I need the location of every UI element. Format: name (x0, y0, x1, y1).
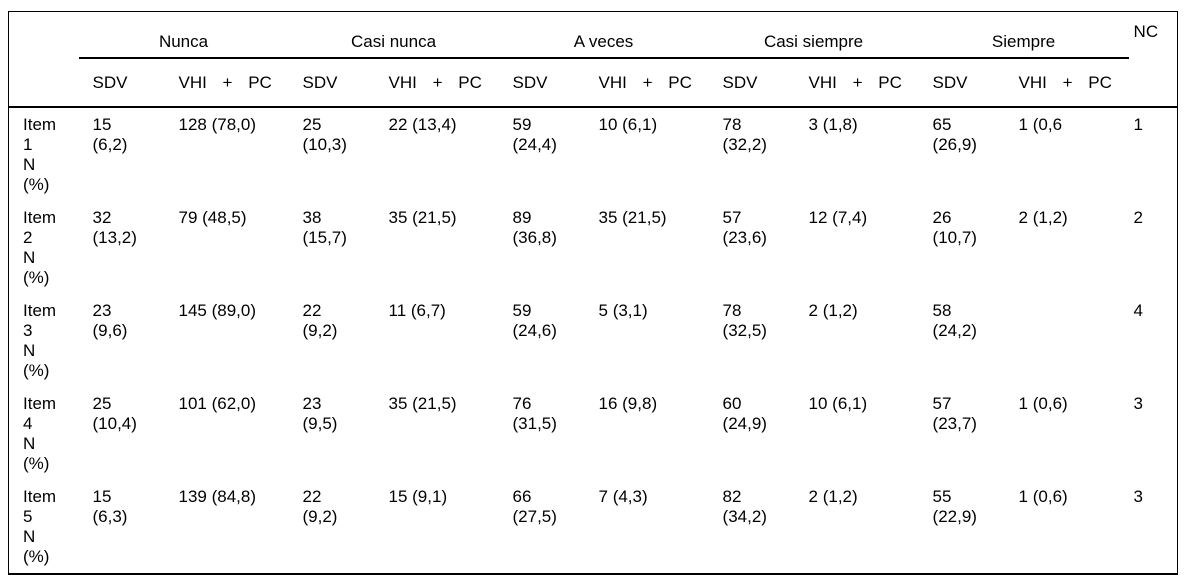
subheader-vhi-pc-nunca: VHI + PC (164, 58, 289, 108)
data-cell: 1 (0,6 (1018, 115, 1063, 134)
subheader-vhi-pc-casi-siempre: VHI + PC (794, 58, 919, 108)
subheader-sdv-casi-siempre: SDV (708, 58, 795, 108)
row-label: Item 2 N (%) (23, 208, 57, 287)
data-cell: 35 (21,5) (598, 208, 667, 227)
data-cell: 38 (15,7) (302, 208, 347, 247)
data-cell: 139 (84,8) (178, 487, 257, 506)
data-cell: 15 (6,3) (92, 487, 128, 526)
data-cell: 79 (48,5) (178, 208, 247, 227)
nc-cell: 1 (1133, 115, 1144, 134)
group-header-row: Nunca Casi nunca A veces Casi siempre Si… (8, 11, 1178, 108)
row-label: Item 1 N (%) (23, 115, 57, 194)
data-cell: 23 (9,5) (302, 394, 338, 433)
data-cell: 11 (6,7) (388, 301, 446, 320)
nc-column-header: NC (1128, 11, 1178, 108)
table-row-item-3: Item 3 N (%) 23 (9,6) 145 (89,0) 22 (9,2… (9, 294, 1178, 387)
data-cell: 2 (1,2) (808, 301, 858, 320)
data-cell: 1 (0,6) (1018, 394, 1068, 413)
row-label: Item 5 N (%) (23, 487, 57, 566)
group-header-casi-nunca: Casi nunca (288, 11, 499, 59)
table-row-item-4: Item 4 N (%) 25 (10,4) 101 (62,0) 23 (9,… (9, 387, 1178, 480)
row-label: Item 4 N (%) (23, 394, 57, 473)
nc-cell: 3 (1133, 487, 1144, 506)
nc-cell: 3 (1133, 394, 1144, 413)
data-cell: 5 (3,1) (598, 301, 648, 320)
data-cell: 25 (10,3) (302, 115, 347, 154)
nc-cell: 4 (1133, 301, 1144, 320)
data-cell: 57 (23,6) (722, 208, 767, 247)
data-cell: 35 (21,5) (388, 394, 457, 413)
subheader-sdv-casi-nunca: SDV (288, 58, 375, 108)
data-cell: 23 (9,6) (92, 301, 128, 340)
data-cell: 22 (13,4) (388, 115, 457, 134)
data-cell: 89 (36,8) (512, 208, 557, 247)
data-cell: 65 (26,9) (932, 115, 977, 154)
data-cell (1005, 294, 1129, 387)
data-cell: 25 (10,4) (92, 394, 137, 433)
data-cell: 22 (9,2) (302, 301, 338, 340)
data-cell: 55 (22,9) (932, 487, 977, 526)
data-cell: 58 (24,2) (932, 301, 977, 340)
table-row-item-1: Item 1 N (%) 15 (6,2) 128 (78,0) 25 (10,… (9, 107, 1178, 201)
data-cell: 12 (7,4) (808, 208, 868, 227)
group-header-nunca: Nunca (78, 11, 289, 59)
data-cell: 7 (4,3) (598, 487, 648, 506)
corner-cell (8, 11, 79, 108)
data-cell: 22 (9,2) (302, 487, 338, 526)
data-cell: 59 (24,6) (512, 301, 557, 340)
data-cell: 78 (32,5) (722, 301, 767, 340)
subheader-sdv-siempre: SDV (918, 58, 1005, 108)
group-header-siempre: Siempre (918, 11, 1129, 59)
data-cell: 26 (10,7) (932, 208, 977, 247)
group-header-a-veces: A veces (498, 11, 709, 59)
data-cell: 10 (6,1) (808, 394, 868, 413)
data-cell: 16 (9,8) (598, 394, 658, 413)
data-cell: 57 (23,7) (932, 394, 977, 433)
data-cell: 3 (1,8) (808, 115, 858, 134)
data-cell: 35 (21,5) (388, 208, 457, 227)
data-cell: 15 (9,1) (388, 487, 448, 506)
subheader-vhi-pc-casi-nunca: VHI + PC (374, 58, 499, 108)
group-header-casi-siempre: Casi siempre (708, 11, 919, 59)
row-label: Item 3 N (%) (23, 301, 57, 380)
subheader-vhi-pc-a-veces: VHI + PC (584, 58, 709, 108)
data-cell: 15 (6,2) (92, 115, 128, 154)
data-cell: 66 (27,5) (512, 487, 557, 526)
subheader-row: SDV VHI + PC SDV VHI + PC SDV VHI + PC S… (9, 58, 1178, 108)
data-cell: 1 (0,6) (1018, 487, 1068, 506)
table-row-item-5: Item 5 N (%) 15 (6,3) 139 (84,8) 22 (9,2… (9, 480, 1178, 574)
nc-cell: 2 (1133, 208, 1144, 227)
data-cell: 2 (1,2) (1018, 208, 1068, 227)
data-cell: 59 (24,4) (512, 115, 557, 154)
subheader-sdv-a-veces: SDV (498, 58, 585, 108)
subheader-sdv-nunca: SDV (78, 58, 165, 108)
data-cell: 128 (78,0) (178, 115, 257, 134)
table-row-item-2: Item 2 N (%) 32 (13,2) 79 (48,5) 38 (15,… (9, 201, 1178, 294)
data-cell: 76 (31,5) (512, 394, 557, 433)
frequency-table: Nunca Casi nunca A veces Casi siempre Si… (8, 11, 1179, 575)
subheader-vhi-pc-siempre: VHI + PC (1004, 58, 1129, 108)
data-cell: 2 (1,2) (808, 487, 858, 506)
data-cell: 82 (34,2) (722, 487, 767, 526)
data-cell: 145 (89,0) (178, 301, 257, 320)
data-cell: 101 (62,0) (178, 394, 257, 413)
data-cell: 32 (13,2) (92, 208, 137, 247)
data-cell: 10 (6,1) (598, 115, 658, 134)
data-cell: 60 (24,9) (722, 394, 767, 433)
data-cell: 78 (32,2) (722, 115, 767, 154)
